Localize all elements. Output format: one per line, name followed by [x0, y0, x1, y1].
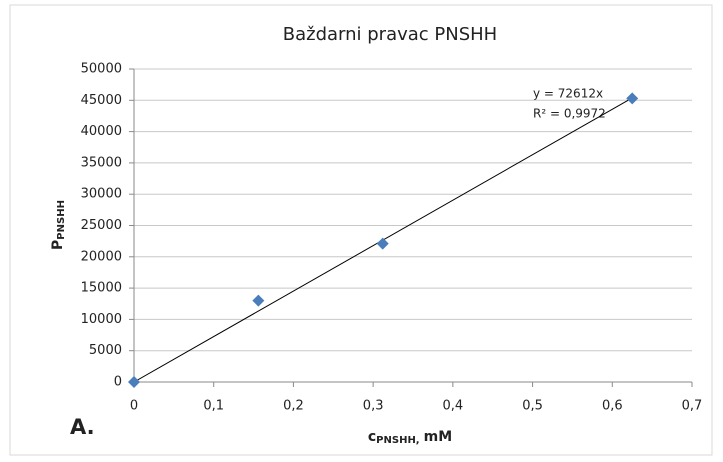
y-tick-label: 15000: [81, 281, 122, 296]
y-tick-label: 10000: [81, 312, 122, 327]
x-label-main: c: [368, 429, 376, 445]
x-label-unit: mM: [424, 429, 453, 445]
y-tick-label: 0: [114, 375, 122, 390]
y-tick-label: 35000: [81, 155, 122, 170]
data-point: [626, 92, 639, 105]
y-label-main: P: [50, 240, 66, 250]
y-axis-label: PPNSHH: [50, 200, 67, 250]
y-tick-label: 5000: [89, 343, 122, 358]
x-tick-label: 0,3: [363, 399, 384, 414]
x-tick-label: 0,7: [682, 399, 703, 414]
chart-border: [9, 4, 713, 456]
x-tick-label: 0,5: [522, 399, 543, 414]
x-label-sub: PNSHH,: [376, 435, 419, 446]
data-point: [252, 294, 265, 307]
x-tick-label: 0: [130, 399, 138, 414]
y-tick-label: 25000: [81, 218, 122, 233]
x-tick-label: 0,1: [203, 399, 224, 414]
y-tick-label: 40000: [81, 124, 122, 139]
trend-r2: R² = 0,9972: [533, 107, 606, 121]
annotation: A.: [70, 415, 95, 439]
x-tick-label: 0,2: [283, 399, 304, 414]
x-tick-label: 0,4: [443, 399, 464, 414]
y-tick-label: 50000: [81, 62, 122, 77]
x-axis-label: cPNSHH, mM: [368, 429, 452, 446]
trend-equation: y = 72612x: [533, 87, 603, 101]
chart-title: Baždarni pravac PNSHH: [283, 24, 497, 45]
x-tick-label: 0,6: [602, 399, 623, 414]
y-tick-label: 30000: [81, 187, 122, 202]
y-tick-label: 45000: [81, 93, 122, 108]
y-tick-label: 20000: [81, 249, 122, 264]
data-point: [376, 237, 389, 250]
y-label-sub: PNSHH: [56, 200, 67, 240]
data-point: [128, 376, 140, 388]
